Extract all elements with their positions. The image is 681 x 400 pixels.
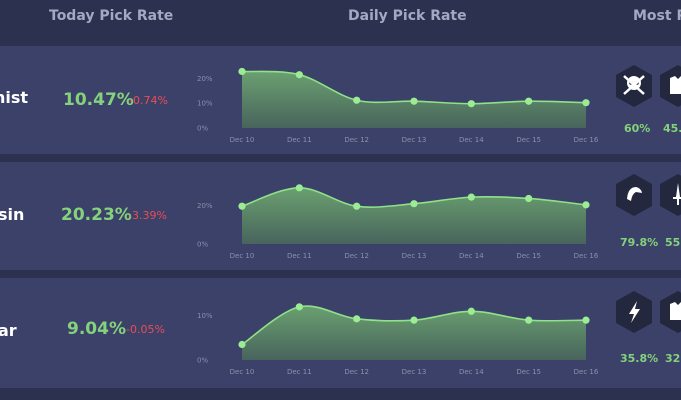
pick-rate-change: -0.05% [126, 323, 165, 336]
chest-armor-icon [660, 291, 681, 333]
pick-rate-point [582, 201, 590, 209]
x-tick-label: Dec 16 [574, 368, 599, 376]
pick-rate-point [353, 315, 361, 323]
pick-rate-area [242, 71, 586, 128]
x-tick-label: Dec 12 [344, 252, 369, 260]
y-tick-label: 10% [197, 100, 213, 108]
pick-rate-change: -3.39% [128, 209, 167, 222]
popular-item-slot[interactable] [614, 173, 654, 217]
x-tick-label: Dec 15 [516, 136, 541, 144]
today-pick-rate: 10.47% [63, 90, 134, 110]
x-tick-label: Dec 15 [516, 368, 541, 376]
today-pick-rate: 9.04% [67, 319, 126, 339]
x-tick-label: Dec 15 [516, 252, 541, 260]
x-tick-label: Dec 13 [402, 136, 427, 144]
daily-pick-rate-chart: 10% 0% Dec 10 Dec 11 Dec 12 Dec 13 Dec 14 Dec 1… [197, 303, 599, 376]
pick-rate-point [353, 202, 361, 210]
popular-item-slot[interactable] [614, 290, 654, 334]
popular-item-pick-rate: 55. [665, 236, 681, 249]
x-tick-label: Dec 16 [574, 252, 599, 260]
column-header-today-pick-rate[interactable]: Today Pick Rate [49, 8, 174, 24]
lightning-bolt-icon [616, 291, 652, 333]
daily-pick-rate-chart: 20% 0% Dec 10 Dec 11 Dec 12 Dec 13 Dec 14 Dec 1… [197, 184, 599, 260]
pick-rate-point [525, 97, 533, 105]
y-tick-label: 0% [197, 241, 208, 249]
x-tick-label: Dec 11 [287, 136, 312, 144]
x-tick-label: Dec 16 [574, 136, 599, 144]
y-tick-label: 10% [197, 312, 213, 320]
x-tick-label: Dec 13 [402, 368, 427, 376]
column-header-daily-pick-rate[interactable]: Daily Pick Rate [348, 8, 467, 24]
class-name: ar [0, 321, 17, 340]
x-tick-label: Dec 10 [230, 252, 255, 260]
pick-rate-point [525, 316, 533, 324]
pick-rate-area [242, 306, 586, 360]
daily-pick-rate-chart: 20% 10% 0% Dec 10 Dec 11 Dec 12 Dec 13 Dec 14 De… [197, 67, 599, 144]
table-row[interactable]: hist 10.47% -0.74% 20% 10% 0% Dec 10 Dec 11 D… [0, 46, 681, 154]
popular-item-pick-rate: 79.8% [620, 236, 659, 249]
x-tick-label: Dec 11 [287, 368, 312, 376]
pick-rate-point [295, 184, 303, 192]
x-tick-label: Dec 12 [344, 368, 369, 376]
pick-rate-point [295, 303, 303, 311]
pick-rate-point [410, 316, 418, 324]
pick-rate-point [353, 96, 361, 104]
column-header-most-popular[interactable]: Most P [633, 8, 681, 24]
table-row[interactable]: sin 20.23% -3.39% 20% 0% Dec 10 Dec 11 Dec 1… [0, 162, 681, 270]
y-tick-label: 20% [197, 202, 213, 210]
hooded-figure-icon [616, 174, 652, 216]
skull-crossbones-icon [616, 65, 652, 107]
x-tick-label: Dec 11 [287, 252, 312, 260]
pick-rate-point [525, 194, 533, 203]
x-tick-label: Dec 12 [344, 136, 369, 144]
pick-rate-point [238, 67, 246, 76]
x-tick-label: Dec 13 [402, 252, 427, 260]
popular-item-pick-rate: 35.8% [620, 352, 659, 365]
y-tick-label: 20% [197, 75, 213, 83]
popular-item-slot[interactable] [658, 173, 681, 217]
popular-item-slot[interactable] [658, 290, 681, 334]
pick-rate-point [410, 97, 418, 105]
x-tick-label: Dec 10 [230, 136, 255, 144]
pick-rate-point [582, 316, 590, 324]
x-tick-label: Dec 10 [230, 368, 255, 376]
pick-rate-point [238, 202, 246, 210]
pick-rate-point [238, 340, 246, 349]
pick-rate-point [467, 100, 475, 108]
x-tick-label: Dec 14 [459, 368, 484, 376]
pick-rate-area [242, 187, 586, 244]
y-tick-label: 0% [197, 125, 208, 133]
chest-armor-icon [660, 65, 681, 107]
pick-rate-point [467, 307, 475, 315]
table-row[interactable]: ar 9.04% -0.05% 10% 0% Dec 10 Dec 11 Dec 12 D… [0, 278, 681, 388]
x-tick-label: Dec 14 [459, 136, 484, 144]
popular-item-pick-rate: 32. [665, 352, 681, 365]
pick-rate-point [410, 200, 418, 208]
pick-rate-point [467, 193, 475, 201]
pick-rate-change: -0.74% [129, 94, 168, 107]
popular-item-slot[interactable] [614, 64, 654, 108]
pick-rate-point [295, 71, 303, 79]
y-tick-label: 0% [197, 357, 208, 365]
table-header: Today Pick Rate Daily Pick Rate Most P [0, 0, 681, 42]
dagger-icon [660, 174, 681, 216]
x-tick-label: Dec 14 [459, 252, 484, 260]
popular-item-slot[interactable] [658, 64, 681, 108]
popular-item-pick-rate: 60% [624, 122, 651, 135]
today-pick-rate: 20.23% [61, 205, 132, 225]
pick-rate-point [582, 99, 590, 107]
class-name: sin [0, 205, 25, 224]
class-name: hist [0, 88, 29, 107]
popular-item-pick-rate: 45. [663, 122, 681, 135]
